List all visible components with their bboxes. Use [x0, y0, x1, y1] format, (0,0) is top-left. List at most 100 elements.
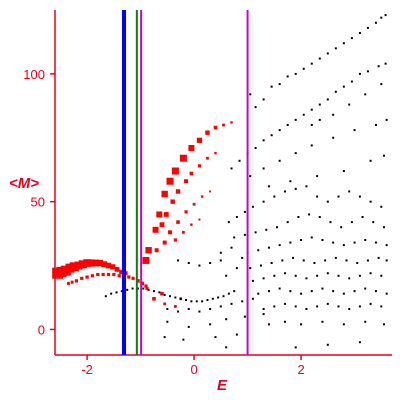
data-point [366, 26, 369, 29]
data-point [80, 276, 84, 280]
data-point [187, 325, 190, 328]
x-tick-label: 0 [190, 362, 197, 377]
data-point [147, 288, 150, 291]
data-point [200, 195, 204, 198]
data-point [334, 90, 337, 93]
data-point [316, 305, 319, 308]
data-point [227, 221, 230, 224]
data-point [184, 179, 189, 184]
data-point [74, 279, 78, 283]
data-point [175, 189, 181, 194]
data-point [369, 159, 372, 162]
data-point [249, 93, 252, 96]
data-point [294, 274, 297, 277]
data-point [318, 103, 321, 106]
data-point [74, 261, 83, 270]
data-point [318, 216, 321, 218]
data-point [332, 136, 335, 139]
data-point [348, 277, 351, 280]
data-point [313, 262, 316, 264]
data-point [136, 279, 140, 283]
data-point [170, 199, 175, 204]
data-point [243, 315, 246, 318]
plot-frame [54, 10, 392, 356]
data-point [163, 302, 167, 306]
x-tick-label: 2 [297, 362, 304, 377]
data-point [158, 291, 161, 294]
data-point [69, 262, 79, 272]
data-point [353, 241, 356, 244]
data-point [374, 124, 377, 126]
data-point [163, 336, 166, 339]
vertical-lines [122, 10, 249, 355]
data-point [177, 259, 180, 262]
data-point [177, 310, 180, 313]
y-tick-label: 100 [23, 67, 45, 82]
axis-ticks: -2 0 2 0 50 100 [23, 67, 304, 377]
data-point [171, 167, 179, 175]
y-axis-title: <M> [9, 175, 39, 192]
data-point [222, 123, 225, 127]
data-point [225, 318, 228, 321]
data-point [267, 290, 270, 293]
data-point [273, 195, 276, 198]
data-point [284, 302, 287, 305]
data-point [198, 310, 201, 313]
data-point [364, 93, 367, 96]
data-point [369, 302, 372, 305]
data-point [159, 222, 165, 228]
data-point [254, 147, 257, 149]
data-point [110, 292, 113, 295]
data-point [300, 292, 303, 295]
data-point [273, 305, 276, 308]
data-point [222, 295, 225, 298]
data-point [364, 320, 367, 323]
data-point [162, 240, 167, 245]
data-point [197, 164, 202, 168]
data-point [358, 305, 361, 308]
data-point [267, 323, 270, 326]
data-point [273, 274, 276, 277]
data-point [284, 272, 287, 275]
data-point [140, 281, 144, 286]
data-point [289, 241, 292, 244]
data-point [342, 292, 345, 295]
data-point [321, 287, 324, 290]
data-point [225, 346, 228, 349]
data-point [190, 223, 193, 226]
data-point [270, 134, 273, 137]
data-point [385, 292, 388, 295]
data-point [350, 37, 353, 40]
data-point [198, 218, 201, 221]
data-point [310, 236, 313, 239]
data-point [382, 226, 385, 229]
data-point [380, 83, 383, 86]
data-point [358, 274, 361, 277]
data-point [326, 343, 329, 346]
data-point [214, 336, 217, 339]
data-point [382, 154, 385, 157]
data-point [154, 248, 159, 253]
data-point [310, 290, 313, 293]
data-point [278, 287, 281, 290]
data-point [211, 297, 214, 300]
data-point [249, 267, 252, 270]
data-point [281, 259, 284, 262]
data-point [356, 262, 359, 264]
data-point [284, 190, 287, 193]
data-point [310, 144, 313, 147]
data-point [326, 272, 329, 275]
data-point [332, 113, 335, 116]
data-point [144, 284, 148, 288]
data-point [235, 216, 238, 218]
data-point [230, 167, 233, 170]
data-point [217, 296, 220, 299]
data-point [366, 259, 369, 262]
data-point [243, 210, 246, 213]
data-point [181, 230, 185, 234]
data-point [262, 277, 265, 280]
data-point [136, 287, 139, 290]
data-point [332, 290, 335, 293]
data-point [294, 72, 297, 75]
data-point [209, 262, 212, 264]
